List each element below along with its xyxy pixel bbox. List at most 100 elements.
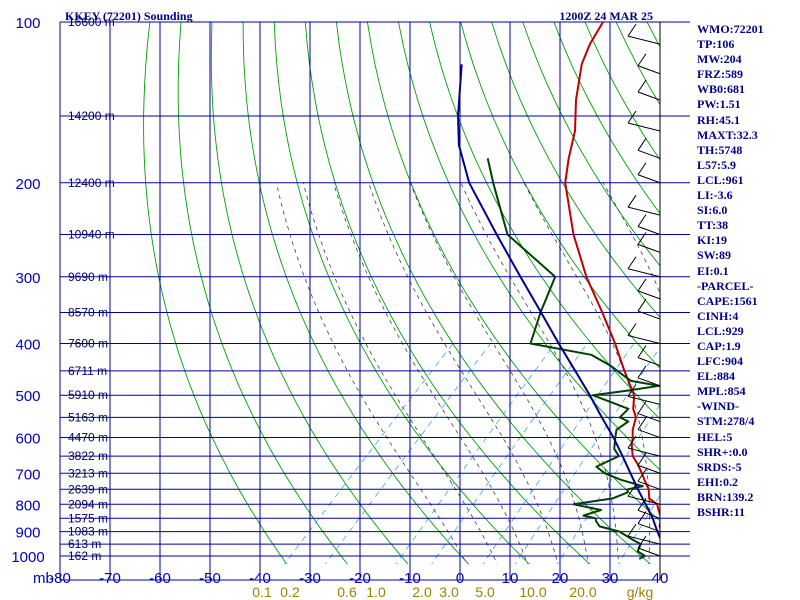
height-label: 1575 m (68, 511, 108, 525)
height-label: 14200 m (68, 109, 115, 123)
wind-barb (637, 243, 661, 253)
valid-time: 1200Z 24 MAR 25 (559, 9, 653, 23)
wind-barb-feather (627, 435, 637, 449)
wind-barb-feather (637, 345, 647, 358)
index-item: EHI:0.2 (697, 474, 739, 489)
height-label: 1083 m (68, 525, 108, 539)
index-item: WMO:72201 (697, 22, 764, 36)
height-label: 3213 m (68, 466, 108, 480)
index-item: TT:38 (697, 218, 729, 233)
index-item: CAPE:1561 (697, 293, 758, 308)
wind-barb-feather (637, 511, 647, 524)
wind-barb-feather (637, 214, 647, 227)
dry-adiabat (522, 22, 660, 267)
wind-barb (627, 122, 661, 132)
dry-adiabat (304, 22, 591, 564)
mixing-ratio-line (514, 346, 660, 564)
index-item: MPL:854 (697, 384, 746, 399)
temperature-tick-label: -60 (149, 570, 171, 587)
dry-adiabat (491, 22, 660, 318)
height-label: 10940 m (68, 227, 115, 241)
wind-barb-feather (627, 384, 637, 397)
index-item: CAP:1.9 (697, 338, 741, 353)
index-item: HEL:5 (697, 429, 733, 444)
index-item: KI:19 (697, 233, 727, 248)
wind-barb (637, 357, 661, 367)
mixing-ratio-line (431, 343, 588, 564)
moist-adiabat (333, 182, 528, 564)
pressure-tick-label: 700 (15, 466, 40, 483)
index-item: SRDS:-5 (697, 459, 742, 474)
height-label: 8570 m (68, 306, 108, 320)
wind-barb (637, 91, 661, 101)
wind-barb-feather (637, 232, 647, 245)
dry-adiabat (177, 22, 348, 564)
pressure-tick-label: 600 (15, 431, 40, 448)
index-item: CINH:4 (697, 308, 739, 323)
moist-adiabat (368, 182, 559, 564)
index-item: MAXT:32.3 (697, 127, 758, 142)
mixing-ratio-tick-label: 0.6 (337, 584, 357, 600)
index-item: -WIND- (697, 399, 739, 414)
index-item: BRN:139.2 (697, 489, 754, 504)
index-item: RH:45.1 (697, 112, 740, 127)
index-item: BSHR:11 (697, 505, 746, 519)
mixing-ratio-tick-label: 2.0 (412, 584, 432, 600)
index-item: EL:884 (697, 369, 736, 384)
index-item: PW:1.51 (697, 97, 741, 112)
height-label: 12400 m (68, 176, 115, 190)
wind-barb-feather (637, 469, 647, 482)
height-label: 5910 m (68, 388, 108, 402)
index-item: SHR+:0.0 (697, 444, 748, 459)
height-label: 4470 m (68, 431, 108, 445)
moist-adiabat (460, 182, 619, 564)
sounding-indices: WMO:72201 TP:106 MW:204 FRZ:589 WB0:681 PW:1.… (697, 22, 797, 520)
index-item: STM:278/4 (697, 414, 755, 429)
wind-barb (637, 413, 661, 423)
pressure-tick-label: 100 (15, 15, 40, 32)
mixing-ratio-tick-label: 0.1 (252, 584, 272, 600)
mixing-ratio-tick-label: 5.0 (475, 584, 495, 600)
wind-barb (637, 509, 661, 519)
wind-barb-feather (627, 256, 637, 270)
mixing-ratio-unit: g/kg (627, 584, 653, 600)
dry-adiabat (398, 22, 660, 471)
pressure-tick-label: 500 (15, 388, 40, 405)
wind-barb-feather (627, 523, 637, 537)
wind-barb (637, 290, 661, 300)
height-label: 2639 m (68, 482, 108, 496)
height-label: 16600 m (68, 15, 115, 29)
wind-barb (637, 226, 661, 235)
wind-barb (637, 174, 661, 184)
wind-barb-feather (637, 162, 647, 176)
mixing-ratio-line (482, 343, 635, 564)
wind-barb-feather (627, 323, 637, 336)
height-label: 7600 m (68, 337, 108, 351)
temperature-tick-label: -20 (349, 570, 371, 587)
height-label: 3822 m (68, 449, 108, 463)
mixing-ratio-tick-label: 1.0 (366, 584, 386, 600)
pressure-tick-label: 1000 (11, 549, 44, 566)
height-label: 6711 m (68, 364, 107, 378)
wind-barb (637, 310, 661, 320)
temperature-tick-label: -80 (49, 570, 71, 587)
moist-adiabat (409, 182, 589, 564)
height-label: 162 m (68, 549, 101, 563)
pressure-tick-label: 300 (15, 270, 40, 287)
grid-layer (59, 21, 690, 581)
height-label: 9690 m (68, 270, 108, 284)
temperature-tick-label: 40 (652, 570, 669, 587)
wind-barb (637, 149, 661, 159)
wind-barb-feather (637, 401, 647, 414)
wind-barb (637, 377, 661, 387)
temperature-tick-label: 20 (552, 570, 569, 587)
wind-barb-feather (637, 298, 647, 312)
mixing-ratio-line (324, 343, 491, 564)
dry-adiabat (366, 22, 660, 522)
wind-barb-feather (637, 453, 647, 466)
wind-barb (627, 535, 661, 545)
temperature-tick-label: -40 (249, 570, 271, 587)
height-label: 2094 m (68, 497, 108, 511)
wind-barb (637, 547, 661, 557)
wind-barb-feather (637, 365, 647, 379)
